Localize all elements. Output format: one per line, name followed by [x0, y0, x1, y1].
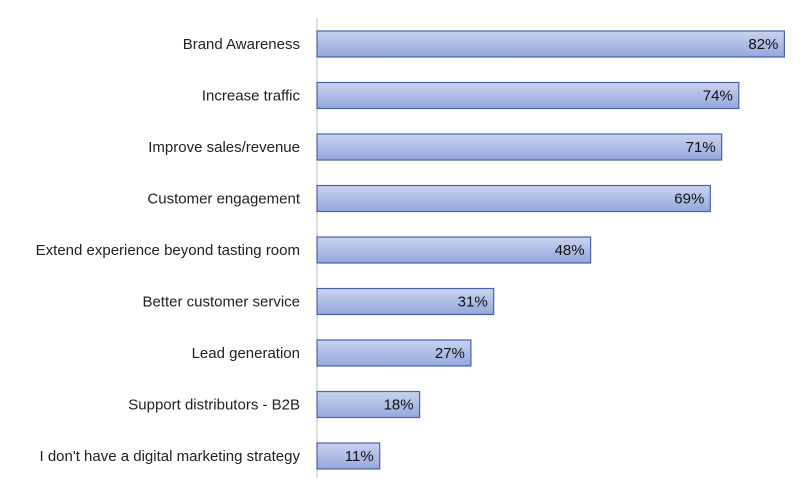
category-label-3: Customer engagement — [147, 191, 300, 208]
category-label-0: Brand Awareness — [183, 36, 300, 53]
value-labels-group: 82% 74% 71% 69% 48% 31% 27% 18% 11% — [345, 36, 779, 465]
bar-6 — [316, 339, 472, 367]
category-label-4: Extend experience beyond tasting room — [36, 242, 300, 259]
value-label-1: 74% — [703, 88, 733, 105]
bar-4 — [316, 236, 592, 264]
category-label-5: Better customer service — [142, 294, 300, 311]
value-label-2: 71% — [686, 139, 716, 156]
bar-5 — [316, 287, 495, 316]
category-label-6: Lead generation — [192, 345, 300, 362]
value-label-6: 27% — [435, 345, 465, 362]
value-label-8: 11% — [345, 448, 374, 465]
value-label-7: 18% — [384, 397, 414, 414]
value-label-0: 82% — [748, 36, 778, 53]
category-labels-group: Brand Awareness Increase traffic Improve s… — [36, 36, 301, 465]
bars-group — [316, 30, 785, 470]
category-label-1: Increase traffic — [202, 88, 301, 105]
value-label-4: 48% — [555, 242, 585, 259]
value-label-3: 69% — [674, 191, 704, 208]
bar-0 — [316, 30, 785, 58]
bar-2 — [316, 133, 723, 161]
bar-1 — [316, 81, 740, 110]
bar-7 — [316, 390, 421, 419]
bar-8 — [316, 442, 381, 470]
category-label-8: I don't have a digital marketing strateg… — [39, 448, 300, 465]
category-label-2: Improve sales/revenue — [148, 139, 300, 156]
bar-3 — [316, 184, 711, 213]
category-label-7: Support distributors - B2B — [128, 397, 300, 414]
value-label-5: 31% — [458, 294, 488, 311]
